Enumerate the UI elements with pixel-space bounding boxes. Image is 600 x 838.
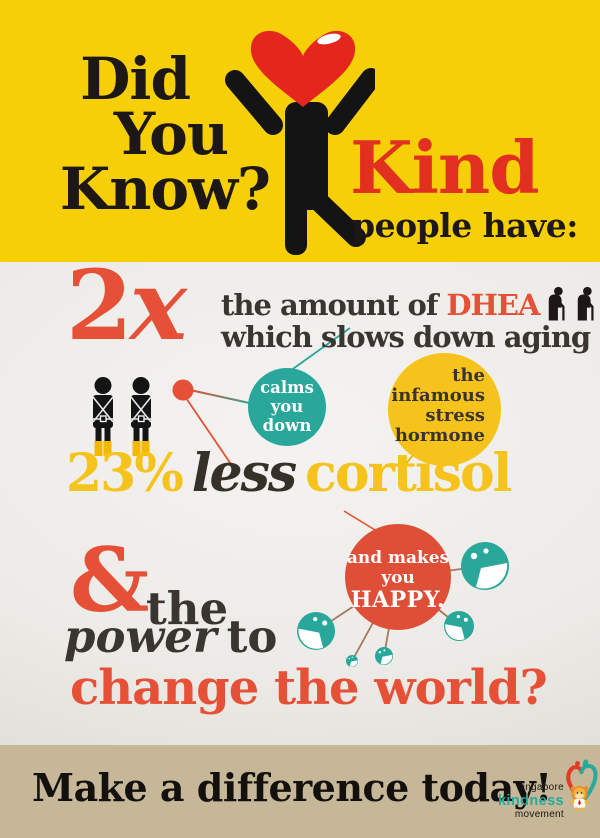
title-line: You: [113, 100, 229, 168]
calms-bubble: calms you down: [248, 368, 326, 446]
facts-section: 2x the amount of DHEA which slows down ag…: [0, 258, 600, 745]
red-node-dot: [172, 379, 194, 401]
laughing-face-icon: [461, 542, 509, 590]
heart-icon: [250, 30, 356, 108]
laughing-face-icon: [444, 611, 474, 641]
dhea-fact: the amount of DHEA which slows down aging: [221, 286, 597, 353]
call-to-action: Make a difference today!: [32, 765, 552, 810]
title-line: Did: [80, 45, 191, 113]
poster-title: Did You Know?: [0, 45, 271, 223]
person-with-heart-icon: [225, 30, 375, 255]
dhea-line2: which slows down aging: [221, 320, 591, 354]
multiplier-2x: 2x: [66, 249, 187, 362]
happy-bubble: and makes you HAPPY.: [345, 524, 451, 630]
title-line: Know?: [59, 155, 271, 223]
ampersand: &: [70, 528, 150, 632]
logo-text: singapore kindness movement: [497, 782, 564, 820]
stress-bubble: the infamous stress hormone: [388, 353, 501, 466]
cortisol-fact: 23% less cortisol: [66, 443, 512, 504]
laughing-face-icon: [297, 612, 335, 650]
percent-value: 23%: [66, 443, 184, 504]
power-to-text: power to: [64, 610, 278, 663]
elderly-person-icon: [546, 286, 568, 322]
header-banner: Did You Know? Kind people have:: [0, 0, 600, 262]
elderly-person-icon: [575, 286, 597, 322]
dhea-word: DHEA: [446, 288, 540, 322]
closing-question: change the world?: [70, 660, 548, 716]
dhea-line1: the amount of DHEA: [221, 286, 597, 322]
kind-word: Kind: [350, 125, 540, 210]
cortisol-word: cortisol: [305, 443, 512, 504]
header-subtitle: people have:: [352, 206, 578, 245]
footer-band: Make a difference today! singapore kindn…: [0, 745, 600, 838]
singapore-kindness-movement-logo: singapore kindness movement: [460, 757, 600, 835]
singa-mascot-icon: [570, 786, 589, 811]
